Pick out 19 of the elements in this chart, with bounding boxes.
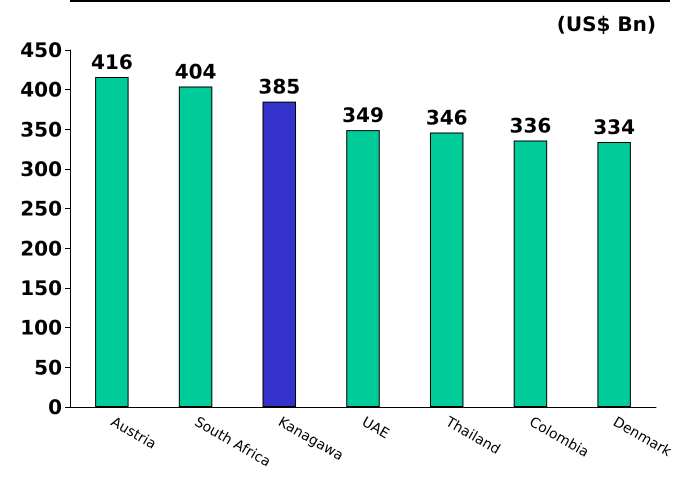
data-label: 334 (593, 115, 636, 140)
y-tick-label: 50 (34, 355, 62, 380)
data-label: 416 (90, 50, 133, 74)
y-tick-label: 0 (48, 395, 62, 419)
data-label: 385 (258, 74, 300, 99)
y-tick-label: 200 (20, 236, 62, 260)
x-tick-label: UAE (359, 414, 392, 442)
data-label: 404 (174, 59, 216, 84)
text: (US$ Bn) (556, 12, 656, 36)
data-label: 349 (342, 103, 384, 128)
y-tick-label: 400 (20, 78, 62, 102)
y-tick-label: 450 (20, 38, 62, 62)
y-tick-label: 150 (20, 276, 62, 300)
y-tick-label: 250 (20, 196, 62, 221)
y-tick-label: 350 (20, 117, 62, 142)
y-tick-label: 100 (20, 316, 62, 340)
data-label: 336 (510, 113, 552, 138)
data-label: 346 (426, 106, 468, 130)
y-tick-label: 300 (20, 157, 62, 181)
